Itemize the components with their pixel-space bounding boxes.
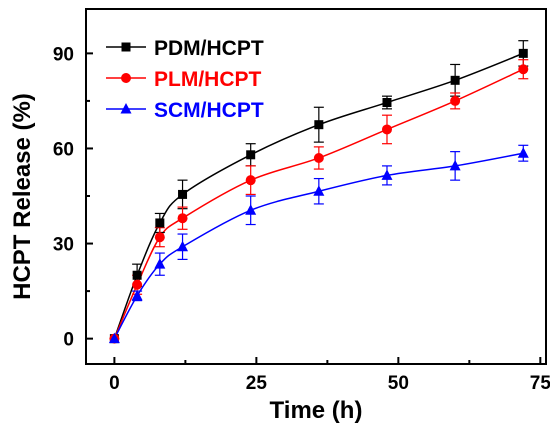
point-plm-hcpt bbox=[518, 64, 529, 75]
point-pdm-hcpt bbox=[382, 98, 392, 108]
legend-marker-plm-hcpt bbox=[121, 73, 131, 83]
plot-frame bbox=[85, 8, 547, 365]
point-pdm-hcpt bbox=[246, 150, 256, 160]
point-plm-hcpt bbox=[177, 213, 188, 224]
legend-label-plm-hcpt: PLM/HCPT bbox=[154, 68, 262, 91]
x-tick-label: 50 bbox=[388, 373, 409, 394]
point-pdm-hcpt bbox=[314, 120, 324, 130]
point-scm-hcpt bbox=[154, 258, 166, 269]
curve-scm-hcpt bbox=[113, 152, 524, 339]
point-scm-hcpt bbox=[245, 204, 257, 215]
x-tick-label: 25 bbox=[246, 373, 268, 394]
y-tick-label: 30 bbox=[53, 235, 74, 256]
legend-marker-scm-hcpt bbox=[120, 103, 132, 114]
legend: PDM/HCPT PLM/HCPT SCM/HCPT bbox=[106, 37, 264, 122]
point-plm-hcpt bbox=[381, 124, 392, 135]
x-tick-label: 0 bbox=[109, 373, 120, 394]
x-axis-label: Time (h) bbox=[270, 397, 363, 424]
axis-ticks: 0 25 50 75 0 30 60 90 bbox=[53, 44, 550, 394]
point-scm-hcpt bbox=[177, 240, 189, 252]
point-plm-hcpt bbox=[154, 232, 165, 243]
y-tick-label: 60 bbox=[53, 139, 74, 160]
legend-label-pdm-hcpt: PDM/HCPT bbox=[154, 37, 264, 60]
y-tick-label: 90 bbox=[53, 44, 74, 65]
point-plm-hcpt bbox=[450, 95, 461, 106]
point-plm-hcpt bbox=[132, 279, 143, 290]
point-scm-hcpt bbox=[313, 185, 325, 196]
point-pdm-hcpt bbox=[132, 270, 142, 280]
point-pdm-hcpt bbox=[518, 48, 528, 58]
legend-label-scm-hcpt: SCM/HCPT bbox=[154, 99, 264, 122]
point-scm-hcpt bbox=[131, 289, 143, 301]
point-scm-hcpt bbox=[517, 147, 529, 158]
point-pdm-hcpt bbox=[450, 75, 460, 85]
point-scm-hcpt bbox=[449, 159, 461, 171]
point-plm-hcpt bbox=[245, 175, 256, 186]
y-axis-label: HCPT Release (%) bbox=[9, 93, 36, 300]
y-tick-label: 0 bbox=[63, 330, 74, 351]
data-markers bbox=[108, 48, 529, 344]
point-plm-hcpt bbox=[313, 152, 324, 163]
legend-marker-pdm-hcpt bbox=[121, 42, 131, 52]
point-scm-hcpt bbox=[108, 332, 120, 344]
point-pdm-hcpt bbox=[155, 218, 165, 228]
point-pdm-hcpt bbox=[178, 189, 188, 199]
x-tick-label: 75 bbox=[530, 373, 550, 394]
point-scm-hcpt bbox=[381, 169, 393, 180]
